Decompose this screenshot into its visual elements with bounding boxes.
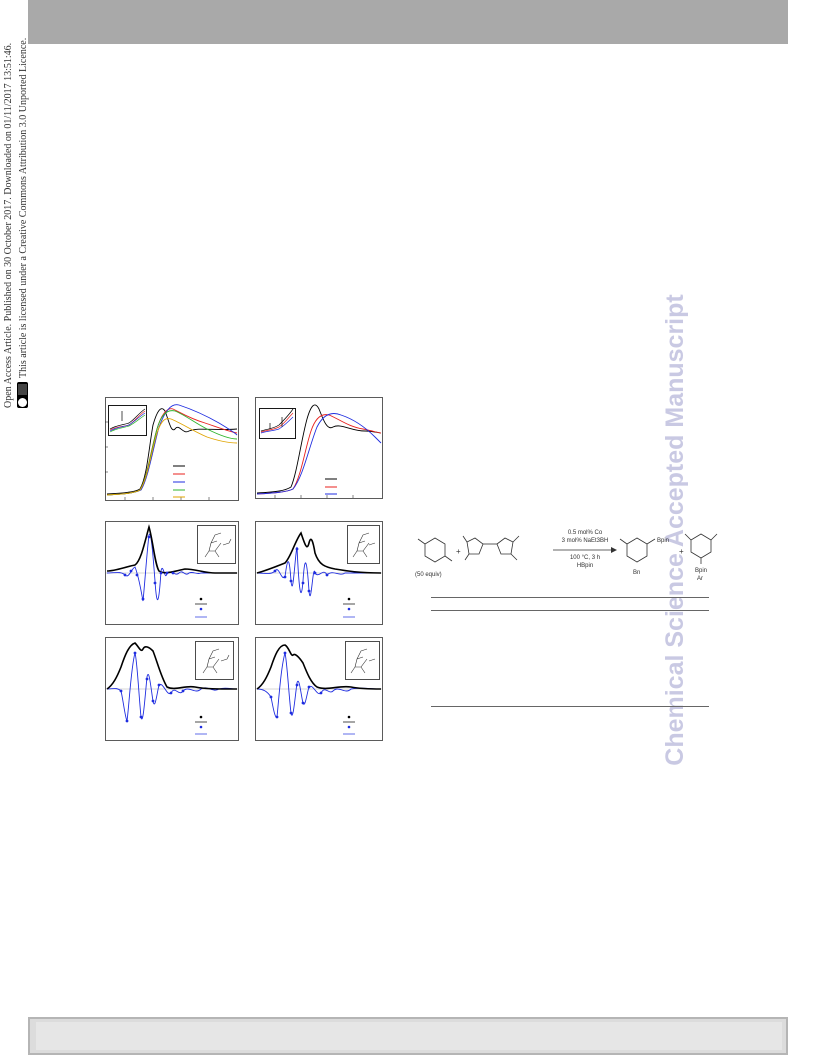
benzylic-product-label: Bn — [633, 570, 640, 576]
condition-catalyst: 0.5 mol% Co — [568, 530, 603, 536]
legend-markers — [195, 715, 207, 735]
aryl-bpin-label: Bpin — [695, 568, 707, 574]
exafs-panel-middle-left — [105, 521, 239, 625]
exafs-data-points — [119, 651, 185, 723]
molecule-inset — [195, 641, 234, 680]
plus-sign: + — [456, 547, 461, 556]
xanes-curve-blue — [256, 413, 382, 495]
benzylic-bpin-label: Bpin — [657, 538, 669, 544]
condition-temp: 100 °C, 3 h — [570, 555, 600, 561]
notice-line-2[interactable]: This article is licensed under a Creativ… — [18, 37, 29, 378]
condition-activator: 3 mol% NaEt3BH — [562, 538, 609, 544]
plus-sign-2: + — [679, 547, 684, 556]
reaction-scheme: (50 equiv) + 0.5 mol% Co 3 mol% NaEt3BH … — [415, 530, 718, 582]
molecule-inset — [197, 525, 236, 564]
xanes-legend-keys — [173, 465, 185, 498]
exafs-panel-bottom-right — [255, 637, 383, 741]
open-access-notice: Open Access Article. Published on 30 Oct… — [2, 0, 32, 408]
notice-line-1: Open Access Article. Published on 30 Oct… — [3, 42, 14, 408]
exafs-data-points — [123, 535, 175, 601]
exafs-data-points — [273, 547, 329, 593]
xanes-panel-right — [255, 397, 383, 499]
exafs-data-black — [106, 642, 238, 690]
table-header-rule — [431, 610, 709, 611]
table-bottom-rule — [431, 706, 709, 707]
molecule-inset — [345, 641, 380, 680]
condition-reagent: HBpin — [577, 563, 593, 569]
xanes-curve-orange — [106, 418, 238, 496]
xanes-inset — [108, 405, 147, 436]
xanes-legend-keys — [325, 478, 337, 495]
xanes-curve-black — [256, 404, 382, 494]
xanes-panel-left — [105, 397, 239, 501]
cc-by-license-icon[interactable] — [17, 382, 28, 408]
molecule-inset — [347, 525, 380, 564]
exafs-panel-bottom-left — [105, 637, 239, 741]
table-top-rule — [431, 597, 709, 598]
exafs-panel-middle-right — [255, 521, 383, 625]
reagent-equiv-label: (50 equiv) — [415, 572, 442, 578]
b2pin2-structure — [462, 535, 520, 561]
aryl-product-label: Ar — [697, 576, 703, 582]
exafs-fit-blue — [256, 546, 381, 597]
xanes-curve-black — [106, 408, 238, 495]
benzylic-product-structure — [619, 537, 656, 563]
legend-markers — [343, 715, 355, 735]
exafs-data-black — [256, 531, 382, 574]
xanes-inset — [259, 408, 296, 439]
legend-markers — [343, 597, 355, 618]
exafs-data-points — [269, 651, 323, 719]
page-header-bar — [28, 0, 788, 44]
exafs-data-black — [106, 524, 237, 574]
page-footer-inner — [36, 1022, 782, 1050]
legend-markers — [195, 597, 207, 618]
aryl-product-structure — [684, 533, 718, 564]
reaction-arrowhead — [611, 547, 617, 553]
mxylene-structure — [417, 537, 453, 563]
exafs-fit-blue — [106, 533, 237, 602]
exafs-data-black — [256, 644, 382, 690]
